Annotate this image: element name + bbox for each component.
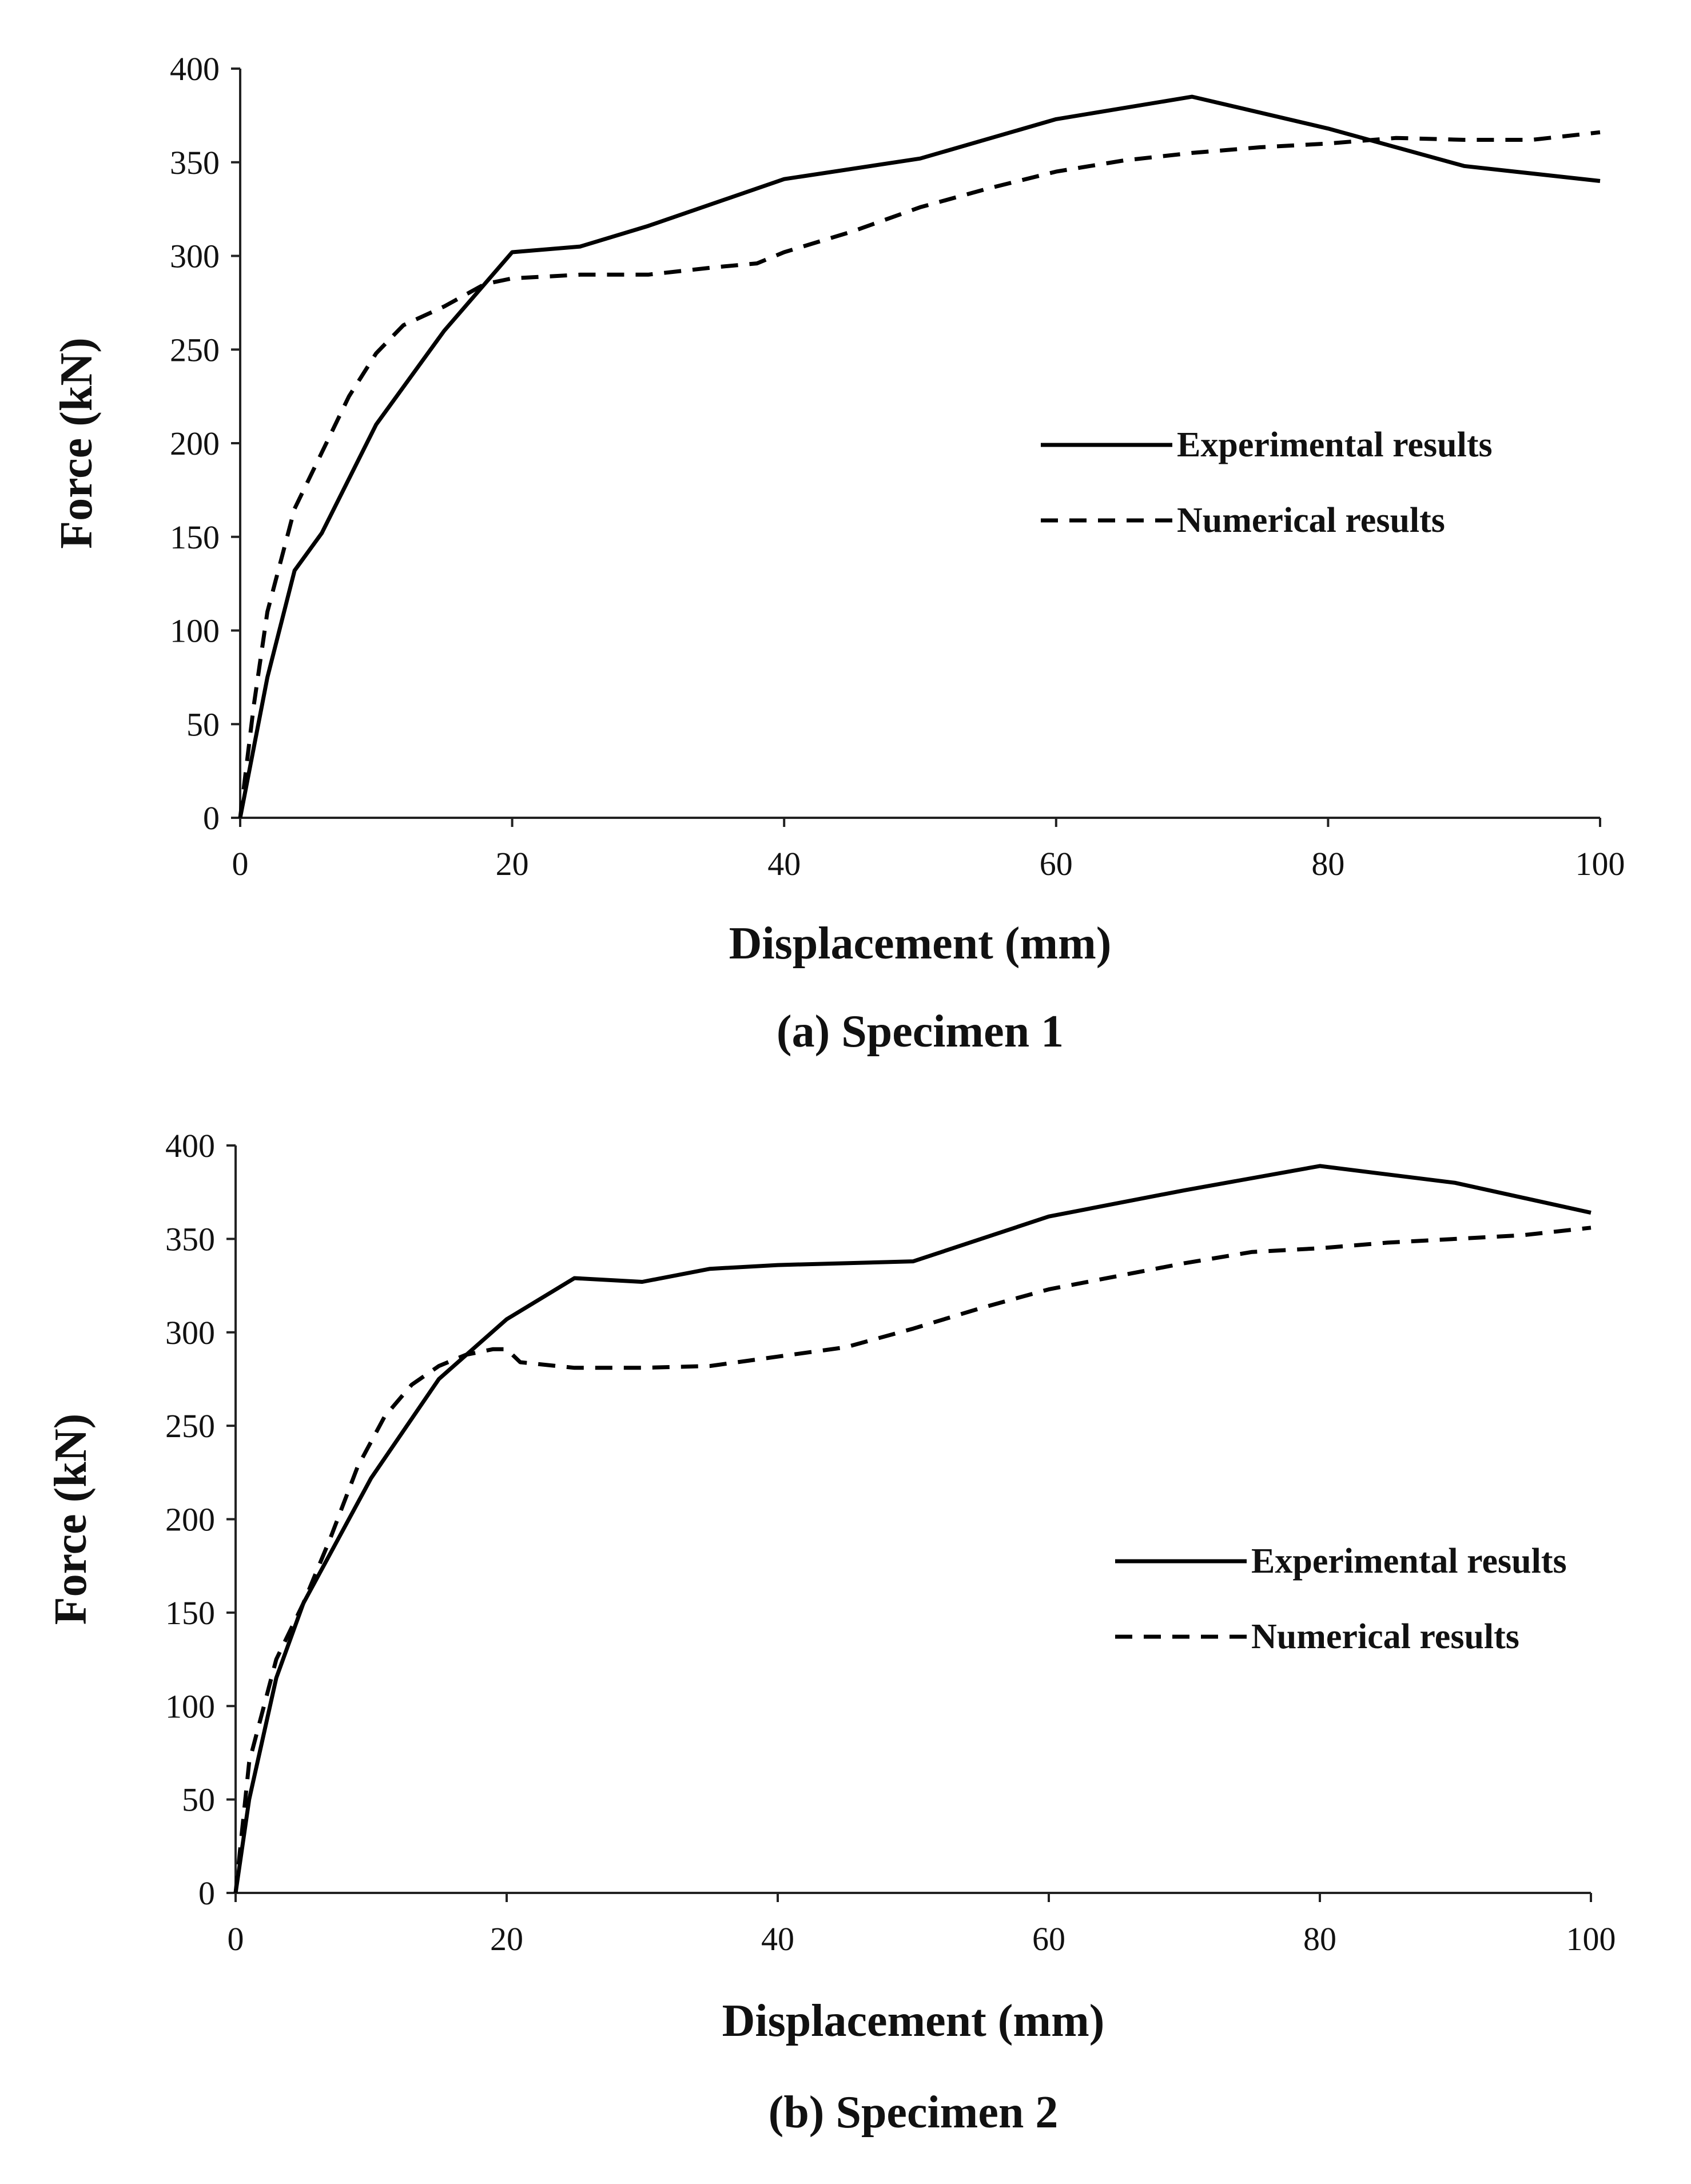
y-tick-label: 100 <box>165 1688 215 1725</box>
x-tick-label: 0 <box>228 1920 244 1958</box>
y-axis-title: Force (kN) <box>51 337 102 549</box>
y-axis-title: Force (kN) <box>46 1414 96 1625</box>
x-tick-label: 80 <box>1303 1920 1336 1958</box>
x-axis-ticks: 0 20 40 60 80 100 <box>232 818 1625 882</box>
series-numerical-line <box>233 1226 1591 1893</box>
chart-specimen-2: 0 50 100 150 200 250 300 350 400 0 20 40 60 80 100 Ex… <box>46 1127 1616 2138</box>
y-tick-label: 200 <box>165 1501 215 1538</box>
chart-specimen-1: 0 50 100 150 200 250 300 350 400 0 20 40 60 80 100 Ex… <box>51 50 1625 1057</box>
y-tick-label: 400 <box>170 50 220 87</box>
x-tick-label: 40 <box>761 1920 794 1958</box>
x-tick-label: 80 <box>1311 845 1344 882</box>
y-axis-ticks: 0 50 100 150 200 250 300 350 400 <box>165 1127 236 1912</box>
y-tick-label: 200 <box>170 425 220 462</box>
legend-label-numerical: Numerical results <box>1177 501 1445 540</box>
y-tick-label: 50 <box>182 1781 215 1819</box>
series-numerical-line <box>238 130 1601 818</box>
series-experimental-line <box>238 94 1601 818</box>
x-axis-title: Displacement (mm) <box>729 918 1112 969</box>
y-tick-label: 150 <box>170 519 220 556</box>
y-tick-label: 400 <box>165 1127 215 1164</box>
x-tick-label: 100 <box>1566 1920 1616 1958</box>
x-tick-label: 40 <box>767 845 801 882</box>
legend-label-experimental: Experimental results <box>1251 1542 1567 1581</box>
legend: Experimental results Numerical results <box>1115 1542 1567 1656</box>
y-tick-label: 300 <box>170 238 220 275</box>
y-tick-label: 250 <box>170 331 220 368</box>
x-axis-ticks: 0 20 40 60 80 100 <box>228 1893 1616 1958</box>
chart-caption: (a) Specimen 1 <box>777 1007 1064 1057</box>
y-tick-label: 50 <box>186 706 220 743</box>
y-tick-label: 350 <box>170 144 220 181</box>
x-tick-label: 60 <box>1040 845 1073 882</box>
y-tick-label: 150 <box>165 1594 215 1632</box>
series-experimental-line <box>233 1164 1591 1893</box>
x-tick-label: 60 <box>1032 1920 1065 1958</box>
y-axis-ticks: 0 50 100 150 200 250 300 350 400 <box>170 50 240 837</box>
x-axis-title: Displacement (mm) <box>722 1996 1105 2046</box>
legend-label-numerical: Numerical results <box>1251 1617 1519 1656</box>
legend-label-experimental: Experimental results <box>1177 425 1493 464</box>
series-group <box>233 1164 1591 1893</box>
y-tick-label: 300 <box>165 1314 215 1351</box>
x-tick-label: 0 <box>232 845 249 882</box>
y-tick-label: 0 <box>198 1875 215 1912</box>
y-tick-label: 100 <box>170 612 220 650</box>
y-tick-label: 0 <box>203 799 220 837</box>
x-tick-label: 100 <box>1575 845 1625 882</box>
y-tick-label: 250 <box>165 1407 215 1445</box>
series-group <box>238 94 1601 818</box>
x-tick-label: 20 <box>490 1920 523 1958</box>
x-tick-label: 20 <box>496 845 529 882</box>
legend: Experimental results Numerical results <box>1041 425 1493 540</box>
y-tick-label: 350 <box>165 1220 215 1258</box>
chart-caption: (b) Specimen 2 <box>769 2087 1059 2138</box>
